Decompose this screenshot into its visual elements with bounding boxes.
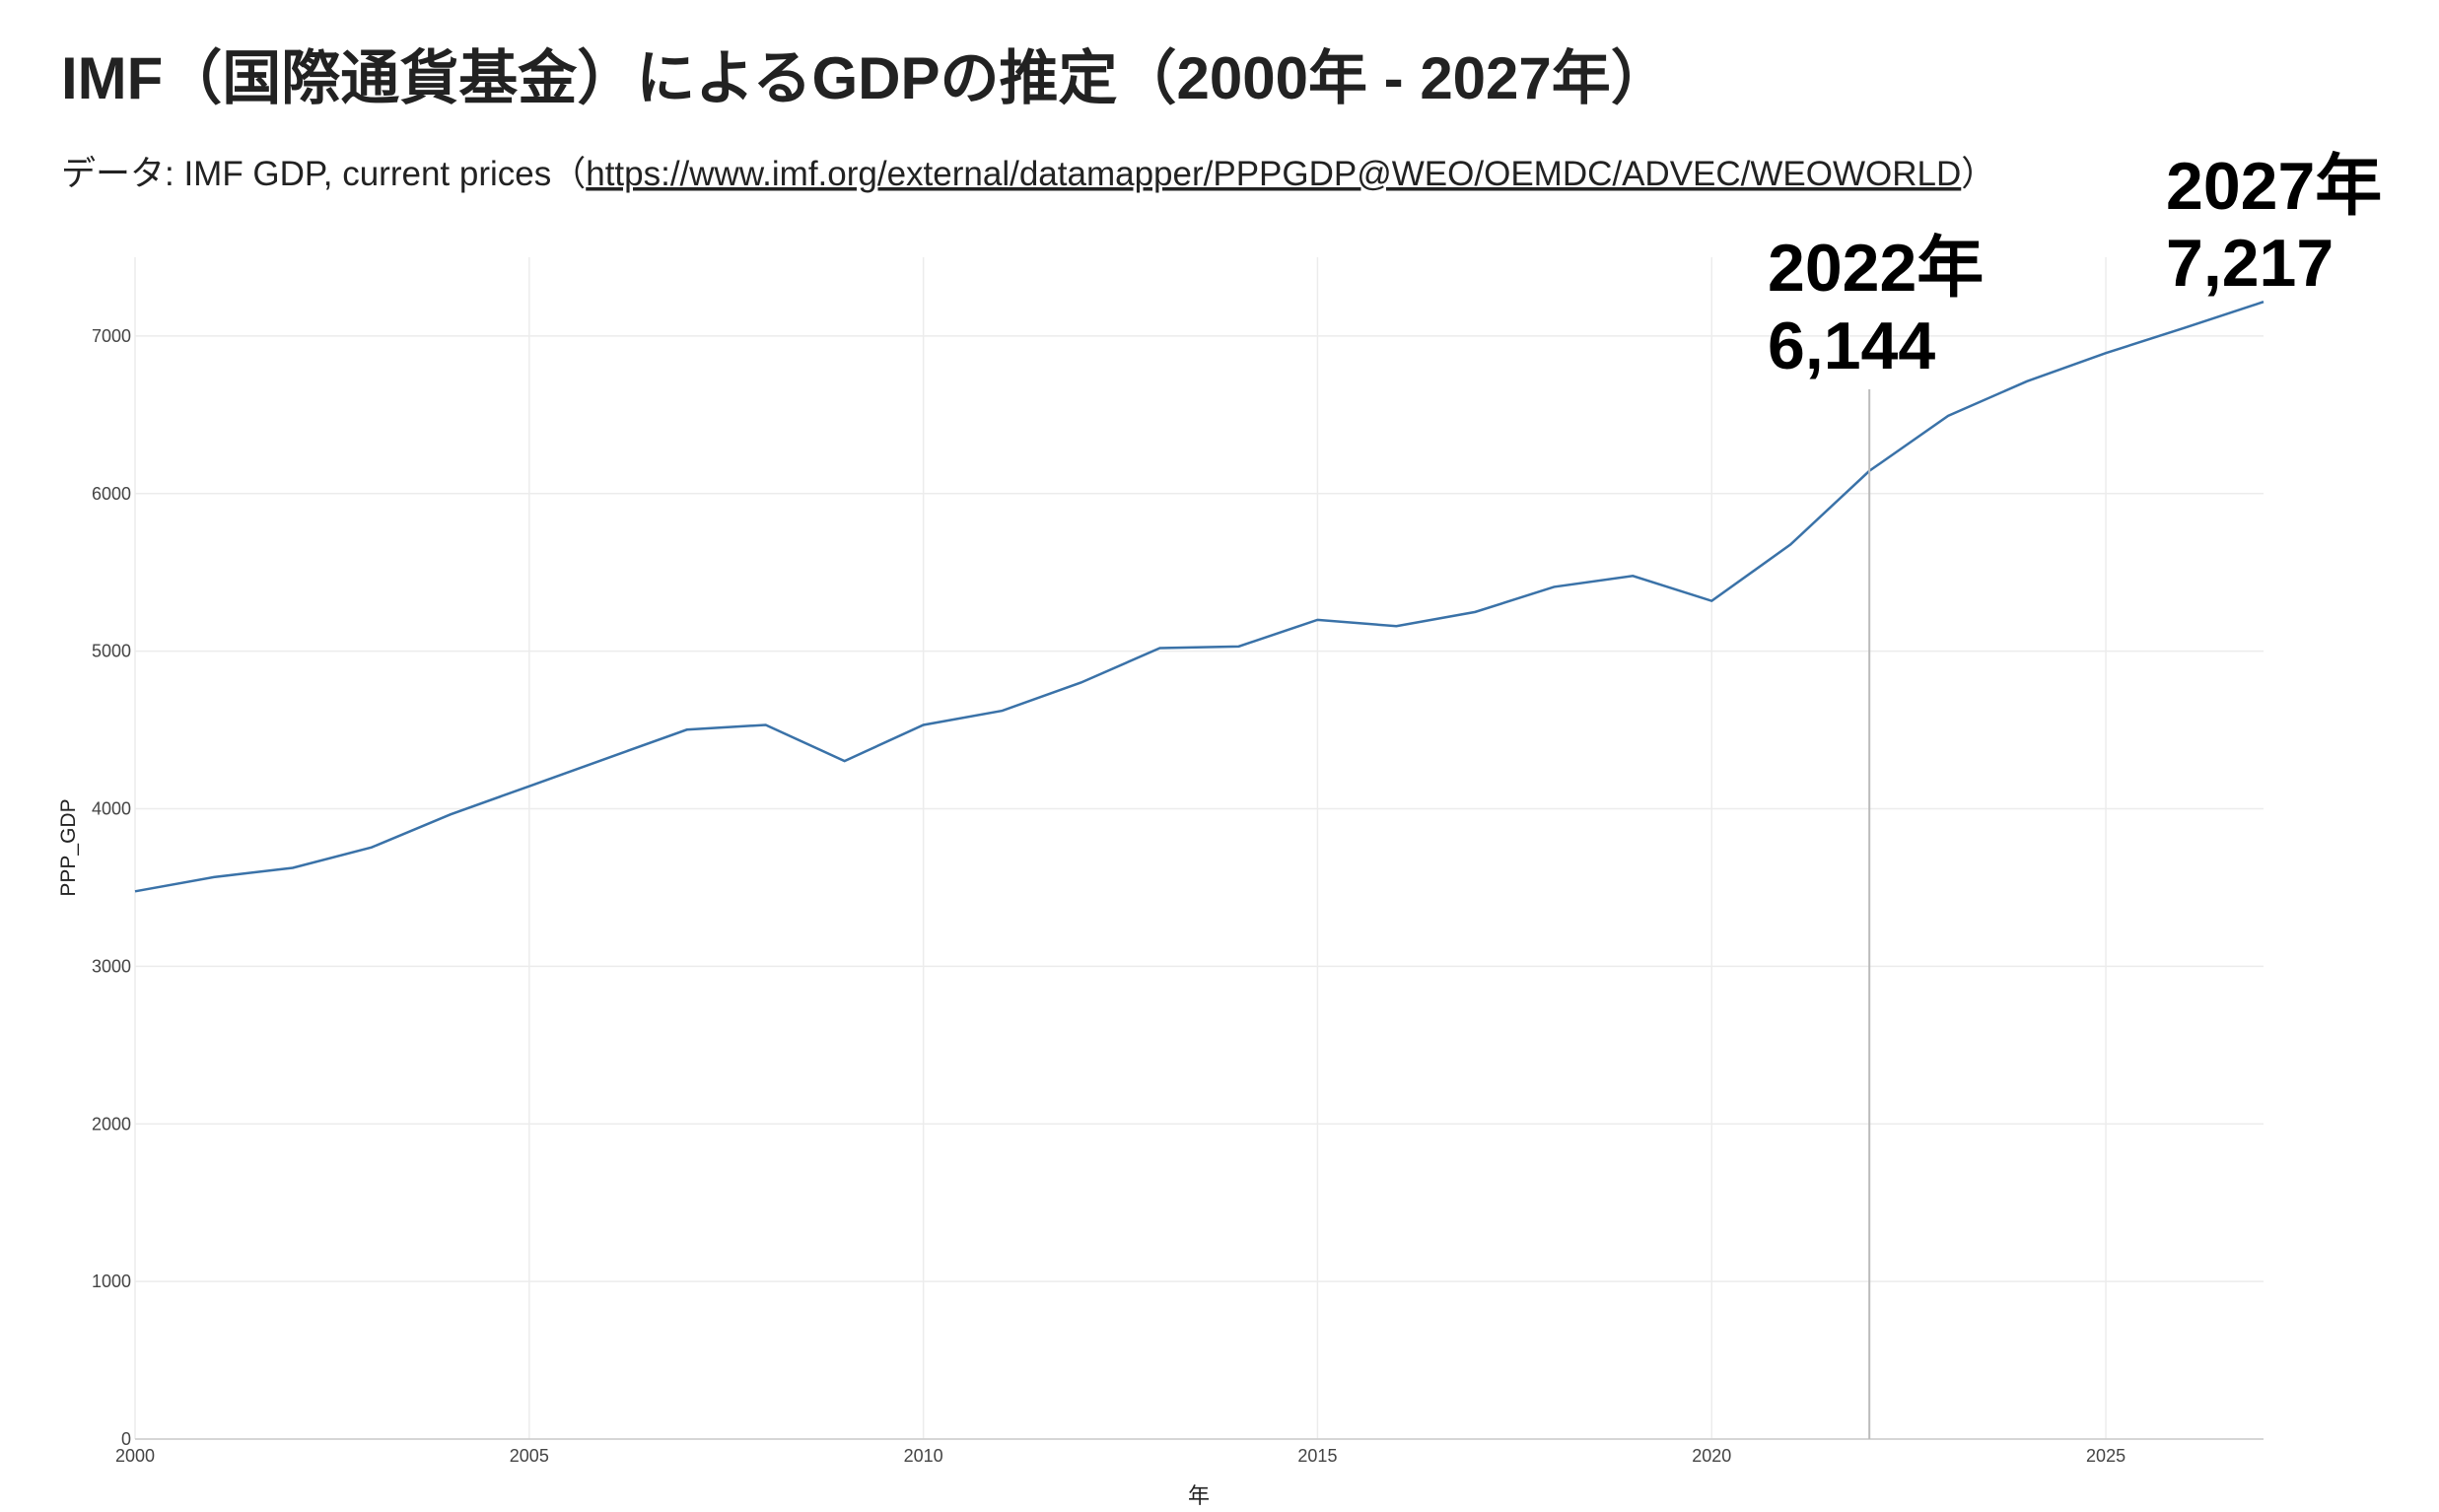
subtitle-link[interactable]: https://www.imf.org/external/datamapper/… (586, 155, 1961, 193)
y-tick-label: 5000 (92, 642, 131, 661)
y-tick-label: 1000 (92, 1271, 131, 1291)
y-tick-label: 2000 (92, 1114, 131, 1134)
x-tick-label: 2020 (1692, 1446, 1731, 1466)
y-tick-label: 3000 (92, 956, 131, 976)
subtitle-text: データ: IMF GDP, current prices（ (61, 155, 586, 193)
x-tick-label: 2010 (904, 1446, 943, 1466)
annotation-value: 7,217 (2166, 226, 2334, 301)
annotation-value: 6,144 (1768, 309, 1935, 383)
x-tick-label: 2000 (115, 1446, 155, 1466)
chart-subtitle: データ: IMF GDP, current prices（https://www… (61, 155, 1995, 193)
y-axis-title: PPP_GDP (57, 798, 80, 896)
y-tick-label: 4000 (92, 799, 131, 819)
x-tick-label: 2025 (2086, 1446, 2125, 1466)
y-tick-label: 7000 (92, 326, 131, 346)
data-line (134, 301, 2265, 893)
annotation-year: 2027年 (2166, 149, 2382, 224)
y-tick-label: 0 (121, 1429, 131, 1449)
annotation-year: 2022年 (1768, 231, 1984, 306)
y-tick-label: 6000 (92, 484, 131, 504)
subtitle-end: ） (1961, 155, 1995, 193)
x-tick-label: 2015 (1297, 1446, 1337, 1466)
x-axis-title: 年 (1188, 1483, 1210, 1508)
x-tick-label: 2005 (510, 1446, 549, 1466)
chart-title: IMF（国際通貨基金）によるGDPの推定（2000年 - 2027年） (61, 45, 1670, 111)
